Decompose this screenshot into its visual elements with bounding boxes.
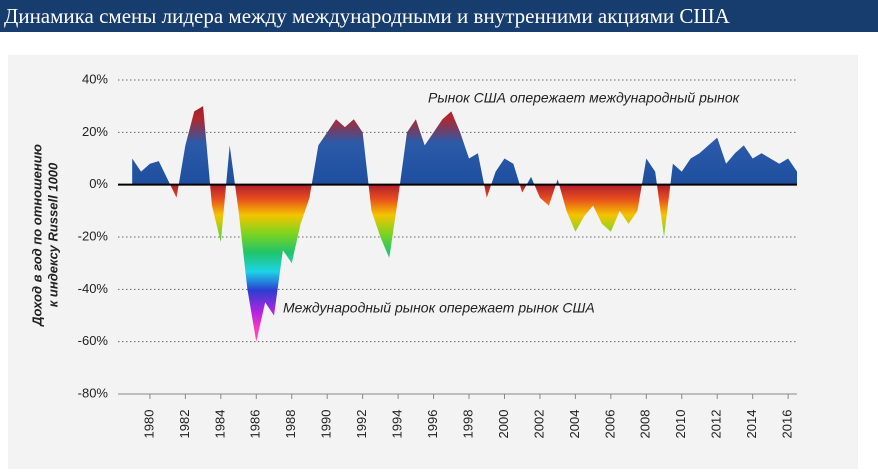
x-tick-label: 1996 — [425, 410, 440, 439]
area — [132, 106, 798, 342]
x-tick-label: 2012 — [709, 410, 724, 439]
x-tick-label: 2014 — [744, 410, 759, 439]
y-tick-label: -80% — [78, 385, 109, 400]
x-tick-label: 1992 — [354, 410, 369, 439]
x-tick-label: 1988 — [283, 410, 298, 439]
annotation: Международный рынок опережает рынок США — [283, 300, 595, 316]
y-tick-label: -20% — [78, 228, 109, 243]
y-tick-label: -60% — [78, 333, 109, 348]
chart-title: Динамика смены лидера между международны… — [4, 4, 730, 28]
x-tick-label: 2000 — [496, 410, 511, 439]
marks — [132, 106, 798, 342]
x-tick-label: 1990 — [319, 410, 334, 439]
x-tick-label: 1980 — [141, 410, 156, 439]
annotation: Рынок США опережает международный рынок — [428, 90, 741, 106]
axes: 40% 20% 0% -20% -40% -60% -80% 1980 1982 1984 1986… — [78, 71, 797, 438]
y-axis-label: к индексу Russell 1000 — [45, 162, 60, 307]
x-tick-label: 1982 — [177, 410, 192, 439]
y-tick-label: 0% — [89, 176, 108, 191]
y-tick-label: -40% — [78, 281, 109, 296]
y-tick-label: 20% — [82, 124, 108, 139]
x-tick-label: 1986 — [248, 410, 263, 439]
title-banner: Динамика смены лидера между международны… — [0, 0, 878, 32]
x-tick-label: 2002 — [531, 410, 546, 439]
x-tick-label: 2006 — [602, 410, 617, 439]
x-tick-label: 2004 — [567, 410, 582, 439]
x-tick-label: 1994 — [390, 410, 405, 439]
x-tick-label: 1998 — [460, 410, 475, 439]
x-tick-label: 2016 — [780, 410, 795, 439]
y-tick-label: 40% — [82, 71, 108, 86]
x-tick-label: 2008 — [638, 410, 653, 439]
x-tick-label: 2010 — [673, 410, 688, 439]
x-tick-label: 1984 — [212, 410, 227, 439]
y-axis-label: Доход в год по отношению — [29, 144, 44, 327]
chart-background — [8, 55, 858, 469]
